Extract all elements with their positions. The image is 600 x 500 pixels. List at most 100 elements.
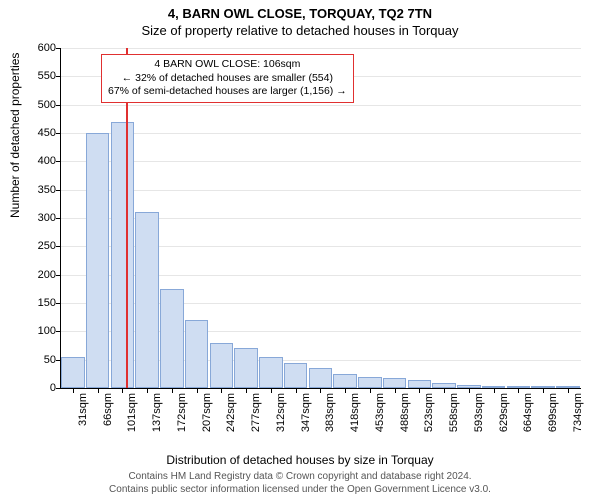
ytick-mark bbox=[56, 303, 61, 304]
xtick-label: 137sqm bbox=[151, 393, 163, 432]
ytick-mark bbox=[56, 388, 61, 389]
gridline bbox=[61, 133, 581, 134]
histogram-bar bbox=[185, 320, 209, 388]
xtick-mark bbox=[419, 388, 420, 393]
xtick-mark bbox=[246, 388, 247, 393]
ytick-label: 350 bbox=[22, 184, 56, 196]
callout-line: 67% of semi-detached houses are larger (… bbox=[108, 85, 347, 99]
xtick-mark bbox=[568, 388, 569, 393]
xtick-label: 66sqm bbox=[102, 393, 114, 426]
gridline bbox=[61, 105, 581, 106]
xtick-label: 453sqm bbox=[374, 393, 386, 432]
xtick-label: 558sqm bbox=[448, 393, 460, 432]
xtick-label: 207sqm bbox=[201, 393, 213, 432]
xtick-label: 277sqm bbox=[250, 393, 262, 432]
xtick-label: 101sqm bbox=[126, 393, 138, 432]
page-title-sub: Size of property relative to detached ho… bbox=[0, 21, 600, 38]
ytick-label: 100 bbox=[22, 325, 56, 337]
xtick-label: 172sqm bbox=[176, 393, 188, 432]
gridline bbox=[61, 190, 581, 191]
xtick-label: 734sqm bbox=[572, 393, 584, 432]
xtick-mark bbox=[147, 388, 148, 393]
ytick-mark bbox=[56, 76, 61, 77]
footer-line-1: Contains HM Land Registry data © Crown c… bbox=[0, 470, 600, 483]
ytick-mark bbox=[56, 133, 61, 134]
histogram-bar bbox=[234, 348, 258, 388]
ytick-mark bbox=[56, 331, 61, 332]
ytick-label: 50 bbox=[22, 354, 56, 366]
xtick-mark bbox=[320, 388, 321, 393]
ytick-label: 500 bbox=[22, 99, 56, 111]
histogram-bar bbox=[135, 212, 159, 388]
xtick-mark bbox=[296, 388, 297, 393]
ytick-mark bbox=[56, 161, 61, 162]
xtick-mark bbox=[73, 388, 74, 393]
property-callout: 4 BARN OWL CLOSE: 106sqm← 32% of detache… bbox=[101, 54, 354, 103]
xtick-mark bbox=[98, 388, 99, 393]
histogram-bar bbox=[383, 378, 407, 388]
y-axis-label: Number of detached properties bbox=[8, 53, 22, 218]
ytick-label: 250 bbox=[22, 240, 56, 252]
histogram-chart: 05010015020025030035040045050055060031sq… bbox=[60, 48, 580, 388]
xtick-mark bbox=[122, 388, 123, 393]
footer-line-2: Contains public sector information licen… bbox=[0, 483, 600, 496]
histogram-bar bbox=[333, 374, 357, 388]
xtick-mark bbox=[494, 388, 495, 393]
histogram-bar bbox=[358, 377, 382, 388]
ytick-label: 600 bbox=[22, 42, 56, 54]
gridline bbox=[61, 48, 581, 49]
xtick-label: 31sqm bbox=[77, 393, 89, 426]
ytick-label: 150 bbox=[22, 297, 56, 309]
gridline bbox=[61, 161, 581, 162]
xtick-mark bbox=[370, 388, 371, 393]
histogram-bar bbox=[210, 343, 234, 388]
histogram-bar bbox=[61, 357, 85, 388]
ytick-mark bbox=[56, 48, 61, 49]
xtick-label: 312sqm bbox=[275, 393, 287, 432]
xtick-mark bbox=[221, 388, 222, 393]
xtick-mark bbox=[518, 388, 519, 393]
xtick-mark bbox=[395, 388, 396, 393]
xtick-label: 488sqm bbox=[399, 393, 411, 432]
xtick-label: 242sqm bbox=[225, 393, 237, 432]
plot-region: 05010015020025030035040045050055060031sq… bbox=[60, 48, 581, 389]
xtick-mark bbox=[543, 388, 544, 393]
xtick-label: 383sqm bbox=[324, 393, 336, 432]
xtick-label: 664sqm bbox=[522, 393, 534, 432]
histogram-bar bbox=[259, 357, 283, 388]
callout-line: 4 BARN OWL CLOSE: 106sqm bbox=[108, 58, 347, 72]
xtick-mark bbox=[345, 388, 346, 393]
ytick-mark bbox=[56, 105, 61, 106]
ytick-mark bbox=[56, 190, 61, 191]
xtick-label: 699sqm bbox=[547, 393, 559, 432]
footer-attribution: Contains HM Land Registry data © Crown c… bbox=[0, 470, 600, 496]
xtick-label: 629sqm bbox=[498, 393, 510, 432]
xtick-label: 593sqm bbox=[473, 393, 485, 432]
callout-line: ← 32% of detached houses are smaller (55… bbox=[108, 72, 347, 86]
histogram-bar bbox=[408, 380, 432, 388]
ytick-label: 200 bbox=[22, 269, 56, 281]
histogram-bar bbox=[86, 133, 110, 388]
xtick-mark bbox=[197, 388, 198, 393]
ytick-label: 400 bbox=[22, 155, 56, 167]
ytick-label: 550 bbox=[22, 70, 56, 82]
xtick-mark bbox=[444, 388, 445, 393]
ytick-label: 300 bbox=[22, 212, 56, 224]
xtick-label: 347sqm bbox=[300, 393, 312, 432]
histogram-bar bbox=[309, 368, 333, 388]
ytick-label: 450 bbox=[22, 127, 56, 139]
histogram-bar bbox=[160, 289, 184, 388]
xtick-mark bbox=[469, 388, 470, 393]
xtick-label: 523sqm bbox=[423, 393, 435, 432]
ytick-mark bbox=[56, 246, 61, 247]
page-title-address: 4, BARN OWL CLOSE, TORQUAY, TQ2 7TN bbox=[0, 0, 600, 21]
xtick-mark bbox=[172, 388, 173, 393]
xtick-mark bbox=[271, 388, 272, 393]
histogram-bar bbox=[111, 122, 135, 388]
ytick-mark bbox=[56, 275, 61, 276]
ytick-mark bbox=[56, 218, 61, 219]
histogram-bar bbox=[284, 363, 308, 389]
xtick-label: 418sqm bbox=[349, 393, 361, 432]
x-axis-label: Distribution of detached houses by size … bbox=[0, 453, 600, 467]
ytick-label: 0 bbox=[22, 382, 56, 394]
